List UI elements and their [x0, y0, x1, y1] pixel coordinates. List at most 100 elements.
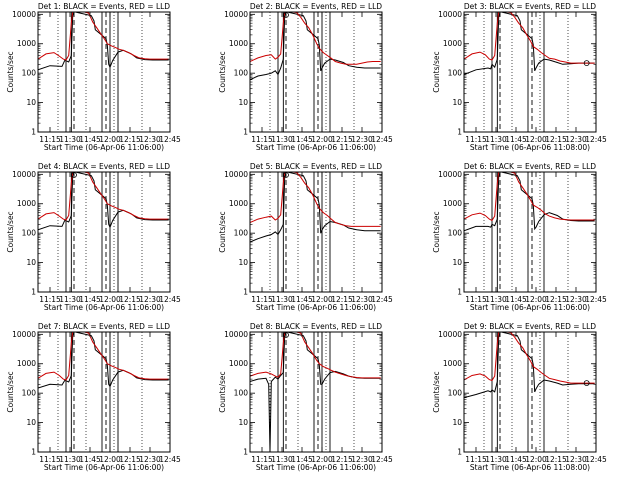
x-axis-label: Start Time (06-Apr-06 11:06:00) — [256, 143, 376, 152]
x-tick-label: 11:45 — [291, 135, 313, 144]
y-tick-label: 1000 — [229, 359, 248, 368]
y-axis-label: Counts/sec — [6, 51, 15, 92]
x-tick-label: 11:15 — [39, 295, 61, 304]
plot-frame — [463, 11, 597, 133]
x-tick-label: 11:30 — [271, 295, 293, 304]
plot-frame — [249, 11, 383, 133]
x-tick-label: 12:45 — [159, 135, 181, 144]
x-axis-label: Start Time (06-Apr-06 11:06:00) — [470, 303, 590, 312]
series-lld-line — [250, 12, 381, 65]
point-marker — [583, 380, 590, 386]
series-events-line — [38, 332, 169, 389]
x-tick-label: 11:45 — [79, 295, 101, 304]
x-tick-label: 12:00 — [311, 135, 333, 144]
x-tick-label: 12:00 — [99, 295, 121, 304]
detector-panel-2: Det 2: BLACK = Events, RED = LLD 1 10 100 10… — [218, 2, 393, 152]
x-tick-label: 12:30 — [565, 295, 587, 304]
x-tick-label: 11:45 — [505, 455, 527, 464]
y-tick-label: 1000 — [443, 39, 462, 48]
x-tick-label: 12:30 — [351, 455, 373, 464]
detector-panel-5: Det 5: BLACK = Events, RED = LLD 1 10 100 10… — [218, 162, 393, 312]
y-axis-label: Counts/sec — [432, 211, 441, 252]
series-events-line — [38, 12, 169, 71]
y-axis-label: Counts/sec — [218, 371, 227, 412]
x-tick-label: 11:15 — [251, 455, 273, 464]
y-tick-label: 1000 — [443, 199, 462, 208]
x-tick-label: 12:15 — [331, 455, 353, 464]
x-tick-label: 12:45 — [371, 295, 393, 304]
panel-title: Det 5: BLACK = Events, RED = LLD — [250, 162, 382, 171]
y-tick-label: 1000 — [17, 39, 36, 48]
x-tick-label: 12:00 — [525, 455, 547, 464]
panel-title: Det 7: BLACK = Events, RED = LLD — [38, 322, 170, 331]
y-tick-label: 1000 — [443, 359, 462, 368]
detector-panel-8: Det 8: BLACK = Events, RED = LLD 1 10 100 10… — [218, 322, 393, 472]
plot-frame — [37, 11, 171, 133]
x-tick-label: 11:15 — [465, 135, 487, 144]
x-tick-label: 11:15 — [465, 295, 487, 304]
y-tick-label: 1000 — [229, 199, 248, 208]
series-lld-line — [250, 332, 381, 379]
y-tick-label: 10000 — [224, 10, 248, 19]
x-tick-label: 11:30 — [59, 455, 81, 464]
x-tick-label: 12:15 — [331, 295, 353, 304]
x-tick-label: 12:45 — [585, 455, 607, 464]
point-marker — [583, 60, 590, 66]
x-tick-label: 11:45 — [505, 295, 527, 304]
y-tick-label: 100 — [448, 389, 463, 398]
y-tick-label: 10 — [238, 258, 248, 267]
x-tick-label: 12:30 — [139, 295, 161, 304]
panel-title: Det 3: BLACK = Events, RED = LLD — [464, 2, 596, 11]
x-tick-label: 12:45 — [371, 135, 393, 144]
x-tick-label: 12:15 — [545, 295, 567, 304]
x-tick-label: 12:45 — [585, 295, 607, 304]
x-tick-label: 11:30 — [485, 455, 507, 464]
x-tick-label: 12:45 — [159, 295, 181, 304]
y-tick-label: 10000 — [224, 170, 248, 179]
x-tick-label: 11:30 — [59, 135, 81, 144]
x-tick-label: 12:00 — [99, 135, 121, 144]
x-tick-label: 12:45 — [585, 135, 607, 144]
plot-frame — [249, 331, 383, 453]
panel-title: Det 6: BLACK = Events, RED = LLD — [464, 162, 596, 171]
y-tick-label: 10000 — [224, 330, 248, 339]
x-tick-label: 12:15 — [331, 135, 353, 144]
panel-title: Det 1: BLACK = Events, RED = LLD — [38, 2, 170, 11]
series-events-line — [464, 332, 595, 399]
series-events-line — [250, 172, 381, 243]
series-lld-line — [38, 172, 169, 221]
series-lld-line — [38, 332, 169, 381]
x-axis-label: Start Time (06-Apr-06 11:06:00) — [44, 463, 164, 472]
x-tick-label: 12:00 — [311, 295, 333, 304]
x-tick-label: 12:00 — [311, 455, 333, 464]
series-events-line — [38, 172, 169, 231]
y-tick-label: 10 — [238, 98, 248, 107]
x-tick-label: 11:30 — [59, 295, 81, 304]
x-tick-label: 12:30 — [565, 135, 587, 144]
y-tick-label: 100 — [234, 389, 249, 398]
x-tick-label: 11:15 — [465, 455, 487, 464]
x-tick-label: 12:15 — [119, 135, 141, 144]
plot-frame — [463, 171, 597, 293]
y-tick-label: 10000 — [438, 170, 462, 179]
plot-frame — [37, 171, 171, 293]
y-tick-label: 10 — [26, 258, 36, 267]
x-tick-label: 11:30 — [271, 135, 293, 144]
x-axis-label: Start Time (06-Apr-06 11:08:00) — [470, 143, 590, 152]
panel-title: Det 8: BLACK = Events, RED = LLD — [250, 322, 382, 331]
y-tick-label: 100 — [22, 229, 37, 238]
detector-panel-3: Det 3: BLACK = Events, RED = LLD 1 10 100 10… — [432, 2, 607, 152]
plot-frame — [463, 331, 597, 453]
series-lld-line — [464, 12, 595, 64]
detector-panel-4: Det 4: BLACK = Events, RED = LLD 1 10 100 10… — [6, 162, 181, 312]
series-events-line — [464, 12, 595, 75]
y-tick-label: 10 — [452, 418, 462, 427]
y-tick-label: 10000 — [12, 10, 36, 19]
panel-title: Det 2: BLACK = Events, RED = LLD — [250, 2, 382, 11]
x-tick-label: 12:15 — [545, 455, 567, 464]
x-axis-label: Start Time (06-Apr-06 11:06:00) — [256, 303, 376, 312]
y-axis-label: Counts/sec — [6, 371, 15, 412]
x-tick-label: 11:45 — [291, 295, 313, 304]
detector-panel-6: Det 6: BLACK = Events, RED = LLD 1 10 100 10… — [432, 162, 607, 312]
